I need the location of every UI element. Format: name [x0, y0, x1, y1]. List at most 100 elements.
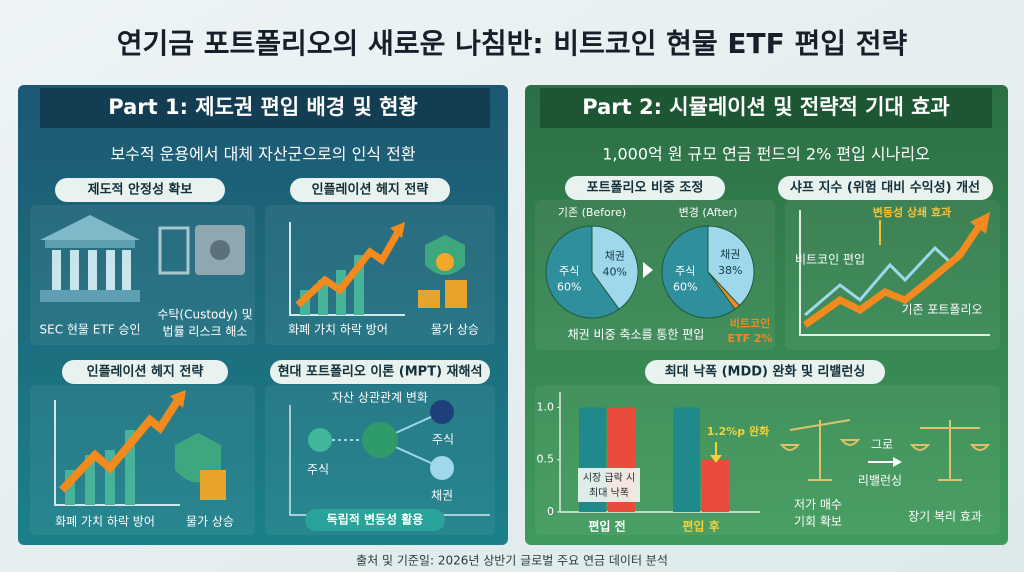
- caption: 수탁(Custody) 및: [157, 308, 252, 322]
- rebalancing-label: 기회 확보: [794, 515, 842, 529]
- bank-icon: [40, 215, 140, 240]
- bank-icon: [88, 250, 97, 290]
- bank-icon: [45, 240, 135, 248]
- annotation: 최대 낙폭: [589, 487, 629, 499]
- scale-icon: [779, 419, 991, 481]
- caption: 화폐 가치 하락 방어: [288, 323, 388, 337]
- slice-name: 채권: [605, 250, 625, 263]
- caption: 화폐 가치 하락 방어: [55, 515, 155, 529]
- annotation: 1.2%p 완화: [707, 424, 769, 438]
- inflation-chart-icon: [289, 222, 405, 316]
- network-icon: [430, 456, 454, 480]
- pill: [270, 360, 490, 384]
- footer: 출처 및 기준일: 2026년 상반기 글로벌 주요 연금 데이터 분석: [356, 554, 668, 568]
- section-label: 샤프 지수 (위험 대비 수익성) 개선: [790, 180, 980, 196]
- rebalancing-label: 그로: [871, 438, 893, 452]
- inflation-chart-icon: [105, 450, 115, 505]
- slice-name: 주식: [559, 264, 579, 277]
- safe-icon: [210, 240, 230, 260]
- section-label: 포트폴리오 비중 조정: [587, 180, 704, 196]
- inflation-chart-icon: [436, 253, 454, 271]
- pill: [645, 360, 885, 384]
- part2-panel: [785, 200, 1000, 350]
- annotation: 기존 포트폴리오: [901, 303, 982, 317]
- bank-icon: [40, 215, 140, 302]
- sharpe-chart-icon: [804, 233, 977, 317]
- inflation-chart-icon: [54, 390, 226, 506]
- pie-slice: [591, 225, 639, 310]
- pill: [565, 176, 725, 200]
- network-icon: [430, 400, 454, 424]
- y-tick-label: 0: [547, 505, 554, 518]
- y-tick-label: 1.0: [537, 400, 555, 413]
- arrow-icon: [643, 262, 653, 278]
- inflation-chart-icon: [59, 397, 182, 493]
- caption: 채권: [431, 489, 453, 503]
- annotation-arrow: [710, 455, 722, 463]
- bank-icon: [52, 250, 61, 290]
- pill: [55, 178, 225, 202]
- pie-title: 기존 (Before): [558, 206, 626, 219]
- x-tick-label: 편입 후: [682, 519, 719, 534]
- caption: 주식: [307, 463, 329, 477]
- bank-icon: [70, 250, 79, 290]
- bank-icon: [122, 250, 131, 290]
- y-tick-label: 0.5: [537, 453, 555, 466]
- section-label: 최대 낙폭 (MDD) 완화 및 리밸런싱: [665, 364, 866, 380]
- scale-icon: [789, 419, 851, 431]
- rebalancing-label: 저가 매수: [794, 498, 842, 512]
- slice-label: 60%: [557, 280, 581, 293]
- inflation-chart-icon: [65, 470, 75, 505]
- sharpe-chart-icon: [802, 223, 983, 328]
- pie-slice: [707, 225, 755, 307]
- inflation-chart-icon: [170, 390, 186, 408]
- part1-panel: [30, 385, 255, 535]
- inflation-chart-icon: [390, 222, 405, 238]
- title: 연기금 포트폴리오의 새로운 나침반: 비트코인 현물 ETF 편입 전략: [117, 27, 908, 60]
- inflation-chart-icon: [125, 430, 135, 505]
- sharpe-chart-icon: [799, 210, 990, 336]
- caption: 물가 상승: [431, 323, 479, 337]
- caption: 물가 상승: [186, 515, 234, 529]
- inflation-chart-icon: [318, 280, 328, 315]
- inflation-chart-icon: [295, 230, 402, 308]
- card-label: 인플레이션 헤지 전략: [87, 364, 204, 380]
- inflation-chart-icon: [54, 400, 180, 506]
- part2-panel: [535, 385, 1000, 535]
- bar: [702, 459, 729, 512]
- pie-title: 변경 (After): [679, 206, 738, 219]
- pill: [290, 178, 450, 202]
- slice-name: 채권: [720, 248, 740, 261]
- network-icon: [305, 509, 445, 531]
- card-label: 제도적 안정성 확보: [88, 182, 193, 198]
- part2-subtitle: 1,000억 원 규모 연금 펀드의 2% 편입 시나리오: [602, 145, 930, 164]
- network-icon: [289, 400, 490, 531]
- card-label: 인플레이션 헤지 전략: [312, 182, 429, 198]
- bank-icon: [106, 250, 115, 290]
- inflation-chart-icon: [418, 290, 440, 308]
- card-label: 현대 포트폴리오 이론 (MPT) 재해석: [278, 364, 483, 380]
- safe-icon: [158, 226, 190, 275]
- sharpe-chart-icon: [970, 212, 990, 234]
- sharpe-chart-icon: [799, 210, 990, 336]
- part1-header: Part 1: 제도권 편입 배경 및 현황: [108, 95, 417, 119]
- network-icon: [308, 428, 332, 452]
- inflation-chart-icon: [354, 255, 364, 315]
- part1-subtitle: 보수적 운용에서 대체 자산군으로의 인식 전환: [110, 145, 415, 164]
- inflation-chart-icon: [289, 222, 467, 316]
- slice-label: ETF 2%: [727, 332, 772, 345]
- slice-name: 비트코인: [730, 316, 770, 330]
- slice-label: 38%: [718, 264, 742, 277]
- caption: 주식: [432, 433, 454, 447]
- bar: [673, 407, 700, 512]
- annotation-box: [578, 468, 640, 502]
- slice-label: 40%: [603, 266, 627, 279]
- pie-slice: [545, 225, 620, 319]
- scale-icon: [779, 444, 801, 451]
- inflation-chart-icon: [200, 470, 226, 500]
- safe-icon: [158, 225, 245, 275]
- slice-label: 60%: [673, 280, 697, 293]
- x-tick-label: 편입 전: [588, 519, 625, 534]
